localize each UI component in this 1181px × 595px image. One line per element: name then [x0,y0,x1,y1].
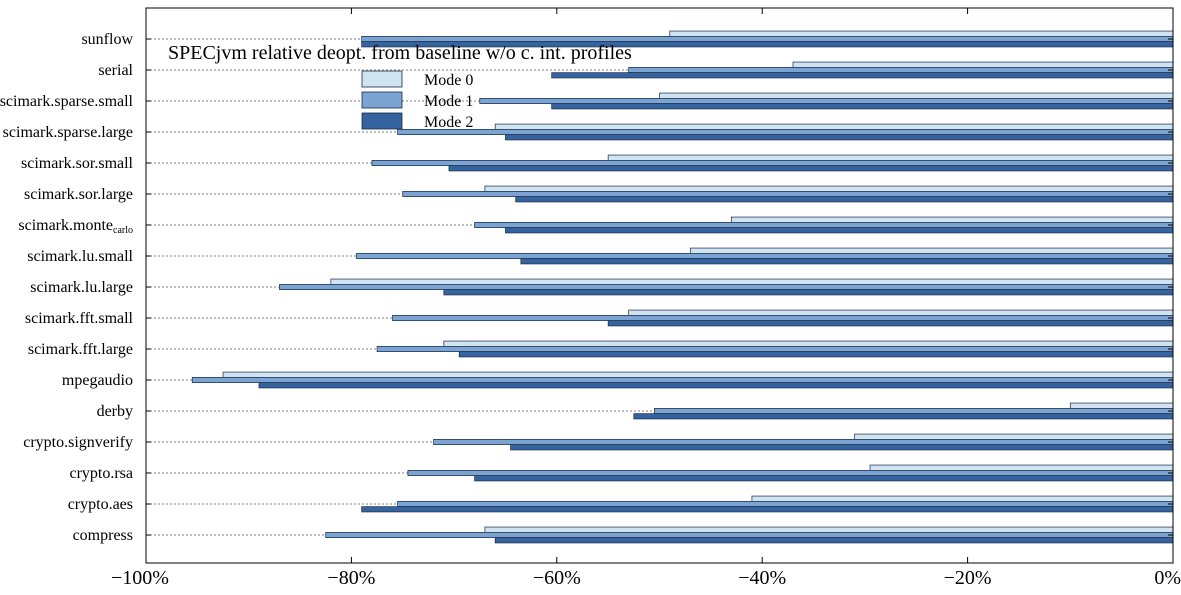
x-axis-ticks: −100% −80% −60% −40% −20% 0% [111,8,1181,589]
category-label: scimark.sparse.large [3,124,133,141]
bar-mode-1 [392,315,1174,322]
bar-mode-0 [751,495,1174,502]
legend-swatch [361,70,403,88]
category-labels: sunflow serial scimark.sparse.small scimark… [0,31,134,544]
bar-mode-0 [484,526,1174,533]
bar-mode-0 [854,433,1174,440]
category-label: sunflow [81,31,133,48]
category-label: scimark.sparse.small [0,93,134,110]
category-label: scimark.lu.small [27,248,133,265]
bar-mode-0 [869,464,1174,471]
bar-mode-2 [505,134,1174,141]
category-label: crypto.aes [68,496,133,513]
bar-mode-0 [792,61,1174,68]
bar-mode-2 [458,351,1174,358]
bar-mode-1 [361,35,1174,42]
bar-mode-1 [371,160,1174,167]
bar-mode-2 [607,320,1174,327]
bar-mode-0 [1069,402,1174,409]
legend: Mode 0 Mode 1 Mode 2 [361,70,473,131]
category-label: derby [97,403,133,420]
x-tick-label: −40% [738,567,786,589]
legend-label: Mode 2 [424,114,473,131]
x-tick-label: 0% [1154,567,1181,589]
bar-mode-0 [330,278,1174,285]
bar-mode-1 [433,439,1174,446]
x-tick-label: −80% [327,567,375,589]
bars [191,30,1174,544]
bar-mode-1 [397,501,1174,508]
legend-label: Mode 1 [424,93,473,110]
bar-mode-1 [279,284,1174,291]
category-label: scimark.sor.small [21,155,134,172]
bar-mode-2 [474,475,1174,482]
category-label: scimark.lu.large [30,279,133,296]
bar-mode-2 [448,165,1174,172]
chart-title: SPECjvm relative deopt. from baseline w/… [168,42,632,64]
bar-mode-2 [515,196,1174,203]
category-label: scimark.fft.small [25,310,134,327]
category-label: crypto.signverify [23,434,133,451]
category-label: scimark.fft.large [28,341,133,358]
bar-mode-0 [731,216,1174,223]
bar-mode-0 [669,30,1174,37]
bar-mode-1 [402,191,1174,198]
bar-mode-1 [407,470,1174,477]
plot-frame [145,7,1174,564]
bar-mode-2 [258,382,1174,389]
bar-mode-1 [474,222,1174,229]
bar-mode-0 [484,185,1174,192]
bar-mode-0 [659,92,1174,99]
bar-mode-2 [505,227,1174,234]
category-label: crypto.rsa [69,465,133,482]
chart-title-group: SPECjvm relative deopt. from baseline w/… [168,42,632,64]
bar-mode-1 [376,346,1174,353]
category-label: serial [98,62,133,79]
category-label: scimark.sor.large [24,186,133,203]
bar-mode-1 [628,66,1174,73]
x-tick-label: −20% [944,567,992,589]
bar-mode-2 [361,506,1174,513]
bar-mode-2 [633,413,1174,420]
bar-mode-1 [325,531,1174,538]
x-tick-label: −60% [533,567,581,589]
bar-mode-0 [689,247,1174,254]
bar-mode-0 [628,309,1174,316]
bar-mode-0 [494,123,1174,130]
bar-mode-1 [654,408,1174,415]
bar-mode-1 [479,97,1174,104]
legend-swatch [361,91,403,109]
legend-swatch [361,112,403,130]
category-label: compress [73,527,133,544]
x-tick-label: −100% [111,567,169,589]
bar-mode-2 [520,258,1174,265]
bar-mode-1 [397,129,1174,136]
bar-mode-2 [551,103,1174,110]
bar-mode-2 [551,72,1174,79]
category-label: scimark.montecarlo [18,217,133,236]
legend-label: Mode 0 [424,72,473,89]
bar-mode-0 [222,371,1174,378]
bar-mode-1 [191,377,1174,384]
bar-mode-2 [494,537,1174,544]
axes-frame [145,7,1174,564]
bar-mode-0 [443,340,1174,347]
bar-mode-0 [607,154,1174,161]
bar-mode-2 [443,289,1174,296]
category-label: mpegaudio [62,372,133,389]
bar-mode-1 [356,253,1174,260]
bar-mode-2 [510,444,1174,451]
